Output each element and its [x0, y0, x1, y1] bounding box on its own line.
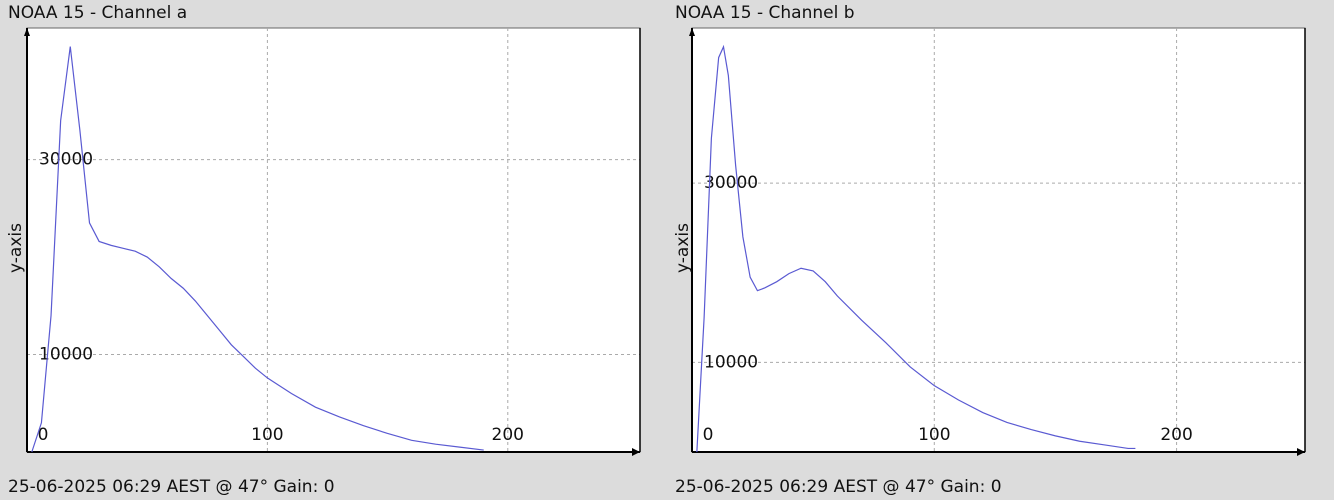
- x-tick-label: 200: [492, 425, 524, 445]
- plot-area: [26, 27, 641, 453]
- x-tick-label: 100: [918, 425, 950, 445]
- x-tick-label: 100: [251, 425, 283, 445]
- chart-panel: NOAA 15 - Channel a 0 100 200 10000 30000 y-ax…: [6, 3, 641, 497]
- y-axis-label: y-axis: [6, 223, 26, 273]
- y-tick-label: 10000: [704, 352, 758, 372]
- x-axis-arrow: [1297, 448, 1305, 456]
- x-tick-label: 0: [703, 425, 714, 445]
- chart-title: NOAA 15 - Channel a: [8, 3, 187, 23]
- footer-status: 25-06-2025 06:29 AEST @ 47° Gain: 0: [8, 477, 335, 497]
- y-axis-label: y-axis: [673, 223, 693, 273]
- histogram-line: [696, 44, 1136, 453]
- x-axis-arrow: [632, 448, 640, 456]
- y-tick-label: 10000: [39, 345, 93, 365]
- x-tick-label: 200: [1160, 425, 1192, 445]
- chart-title: NOAA 15 - Channel b: [675, 3, 855, 23]
- y-axis-arrow: [689, 28, 695, 36]
- histogram-line: [31, 46, 484, 453]
- y-tick-label: 30000: [704, 173, 758, 193]
- plot-area: [691, 27, 1306, 453]
- footer-status: 25-06-2025 06:29 AEST @ 47° Gain: 0: [675, 477, 1002, 497]
- chart-panel: NOAA 15 - Channel b 0 100 200 10000 30000 y-ax…: [673, 3, 1306, 497]
- x-tick-label: 0: [38, 425, 49, 445]
- y-tick-label: 30000: [39, 150, 93, 170]
- y-axis-arrow: [24, 28, 30, 36]
